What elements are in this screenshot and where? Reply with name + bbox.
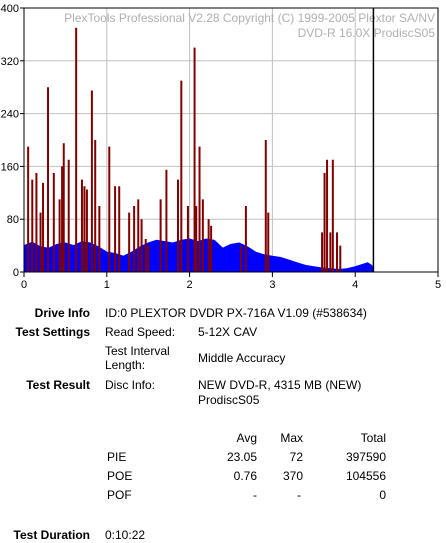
col-header-total: Total bbox=[360, 431, 386, 445]
row-avg: 0.76 bbox=[233, 469, 257, 483]
disc-info-value-line1: NEW DVD-R, 4315 MB (NEW) bbox=[198, 378, 362, 392]
x-tick-label: 5 bbox=[435, 279, 441, 291]
y-tick-label: 80 bbox=[7, 214, 19, 226]
interval-label-line2: Length: bbox=[105, 358, 146, 372]
test-settings-label: Test Settings bbox=[15, 325, 90, 339]
read-speed-value: 5-12X CAV bbox=[198, 325, 258, 339]
interval-label-line1: Test Interval bbox=[105, 344, 170, 358]
row-name: POF bbox=[107, 488, 132, 502]
x-tick-label: 3 bbox=[269, 279, 275, 291]
test-duration-label: Test Duration bbox=[13, 528, 90, 542]
chart-canvas: PlexTools Professional V2.28 Copyright (… bbox=[1, 3, 441, 291]
drive-info-label: Drive Info bbox=[34, 306, 90, 320]
row-name: POE bbox=[107, 469, 133, 483]
y-tick-label: 400 bbox=[1, 3, 19, 15]
test-result-label: Test Result bbox=[26, 378, 90, 392]
drive-info-value: ID:0 PLEXTOR DVDR PX-716A V1.09 (#538634… bbox=[105, 306, 367, 320]
y-tick-label: 0 bbox=[13, 267, 19, 279]
disc-info-value-line2: ProdiscS05 bbox=[198, 393, 260, 407]
row-max: 72 bbox=[289, 450, 303, 464]
x-tick-label: 2 bbox=[187, 279, 193, 291]
row-total: 104556 bbox=[345, 469, 386, 483]
plot-frame bbox=[23, 7, 439, 273]
y-tick-label: 320 bbox=[1, 56, 19, 68]
test-duration-value: 0:10:22 bbox=[105, 528, 146, 542]
error-chart: PlexTools Professional V2.28 Copyright (… bbox=[1, 3, 441, 291]
x-tick-label: 0 bbox=[21, 279, 27, 291]
read-speed-label: Read Speed: bbox=[105, 325, 176, 339]
col-header-avg: Avg bbox=[236, 431, 257, 445]
row-name: PIE bbox=[107, 450, 127, 464]
row-total: 397590 bbox=[345, 450, 386, 464]
x-tick-label: 4 bbox=[352, 279, 358, 291]
col-header-max: Max bbox=[280, 431, 303, 445]
row-max: - bbox=[297, 488, 301, 502]
row-max: 370 bbox=[282, 469, 303, 483]
row-total: 0 bbox=[379, 488, 386, 502]
chart-title-line1: PlexTools Professional V2.28 Copyright (… bbox=[64, 11, 435, 25]
x-tick-label: 1 bbox=[104, 279, 110, 291]
interval-value: Middle Accuracy bbox=[198, 351, 286, 365]
disc-info-label: Disc Info: bbox=[105, 378, 156, 392]
y-tick-label: 240 bbox=[1, 109, 19, 121]
y-tick-label: 160 bbox=[1, 161, 19, 173]
row-avg: 23.05 bbox=[226, 450, 257, 464]
row-avg: - bbox=[253, 488, 257, 502]
chart-title-line2: DVD-R 16.0X ProdiscS05 bbox=[298, 26, 436, 40]
plot-area bbox=[23, 7, 439, 273]
